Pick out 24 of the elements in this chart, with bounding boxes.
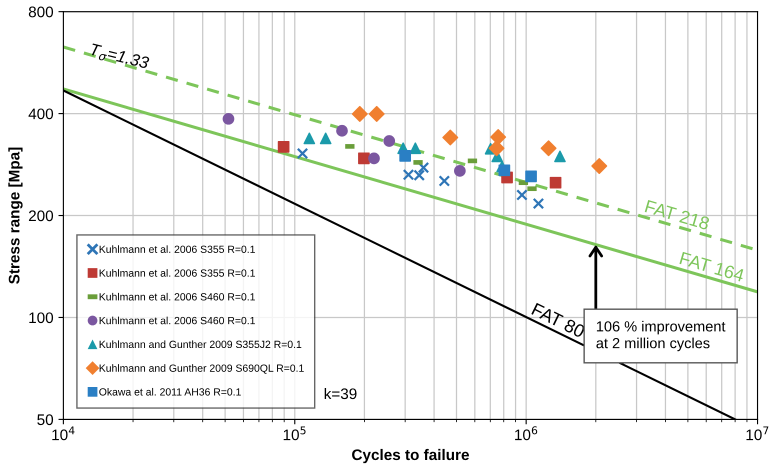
text: FAT 164	[679, 252, 745, 282]
x-tick-label: 10$^{4}$	[52, 426, 75, 440]
legend-label: Kuhlmann et al. 2006 S460 R=0.1	[100, 316, 255, 324]
legend-label: Okawa et al. 2011 AH36 R=0.1	[99, 388, 241, 396]
y-tick-label: 50	[37, 414, 54, 426]
y-tick-label: 400	[28, 108, 54, 120]
annotation: T$_{σ}$=1.33	[89, 43, 150, 72]
y-tick-label: 100	[29, 312, 54, 324]
x-tick-label: 10$^{7}$	[746, 426, 768, 440]
x-tick-label: 10$^{5}$	[284, 426, 306, 440]
x-tick-label: 10$^{6}$	[515, 426, 538, 440]
y-tick-label: 200	[28, 210, 54, 222]
legend-label: Kuhlmann et al. 2006 S355 R=0.1	[100, 269, 255, 277]
y-axis-title: Stress range [Mpa]	[8, 148, 23, 284]
legend-label: Kuhlmann et al. 2006 S460 R=0.1	[100, 292, 255, 301]
legend-label: Kuhlmann et al. 2006 S355 R=0.1	[100, 245, 255, 253]
y-tick-label: 800	[28, 6, 54, 18]
annotation: 106 % improvement at 2 million cycles	[596, 320, 726, 352]
text: FAT 218	[644, 200, 710, 230]
annotation: k=39	[324, 388, 357, 400]
legend-label: Kuhlmann and Gunther 2009 S690QL R=0.1	[100, 364, 304, 374]
text: FAT 80	[531, 302, 586, 338]
x-axis-title: Cycles to failure	[352, 448, 469, 464]
legend-label: Kuhlmann and Gunther 2009 S355J2 R=0.1	[100, 340, 302, 348]
